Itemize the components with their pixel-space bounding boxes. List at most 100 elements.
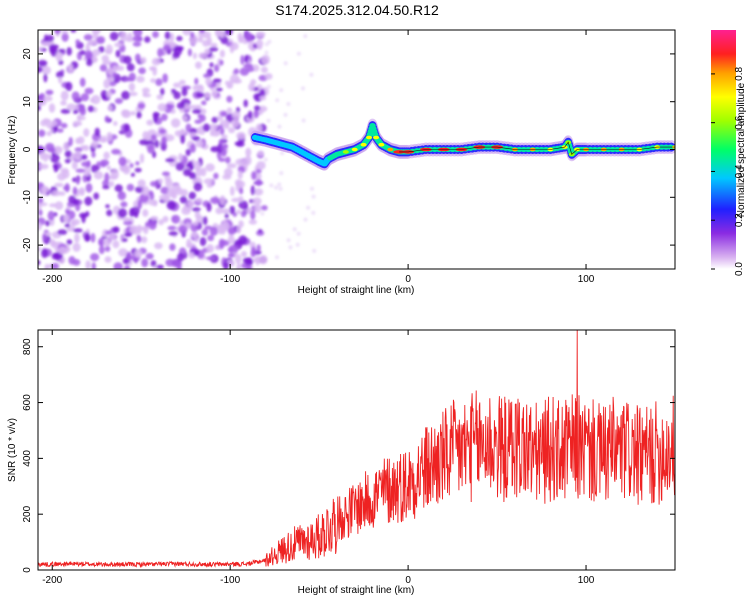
spectrogram-noise-blob xyxy=(144,36,151,43)
spectrogram-noise-blob xyxy=(179,79,186,85)
spectrogram-noise-blob xyxy=(108,181,115,187)
spectrogram-noise-blob xyxy=(81,213,86,224)
spectrogram-x-tick-label: -200 xyxy=(42,274,62,285)
spectrogram-noise-blob xyxy=(154,242,163,250)
spectrogram-noise-blob xyxy=(127,32,133,41)
spectrogram-noise-blob xyxy=(38,246,41,252)
spectrogram-noise-blob xyxy=(256,244,261,252)
spectrogram-noise-blob xyxy=(72,199,80,205)
spectrogram-noise-blob xyxy=(110,169,119,180)
spectrogram-noise-blob xyxy=(135,161,140,166)
spectrogram-noise-blob xyxy=(134,167,142,173)
colorbar-ticks: 0.0 0.2 0.4 0.6 0.8 xyxy=(711,67,745,276)
spectrogram-noise-blob xyxy=(112,240,120,249)
spectrogram-noise-blob xyxy=(187,48,192,57)
spectrogram-noise-blob xyxy=(50,124,55,133)
spectrogram-noise-blob xyxy=(123,123,130,132)
spectrogram-noise-blob xyxy=(91,30,101,35)
spectrogram-noise-blob xyxy=(40,185,49,194)
spectrogram-noise-blob xyxy=(162,73,168,83)
spectrogram-noise-blob xyxy=(132,41,142,47)
spectrogram-noise-blob xyxy=(288,245,293,250)
spectrogram-noise-blob xyxy=(136,75,145,83)
spectrogram-noise-blob xyxy=(166,201,177,210)
spectrogram-noise-blob xyxy=(208,124,219,131)
spectrogram-noise-blob xyxy=(217,143,223,154)
spectrogram-noise-blob xyxy=(244,54,249,64)
spectrogram-noise-blob xyxy=(296,231,301,236)
spectrogram-noise-blob xyxy=(185,123,192,133)
spectrogram-noise-blob xyxy=(279,88,284,93)
spectrogram-noise-blob xyxy=(201,100,207,106)
spectrogram-noise-blob xyxy=(193,182,203,192)
spectrogram-noise-blob xyxy=(250,210,256,220)
spectrogram-noise-blob xyxy=(205,256,216,261)
spectrogram-noise-blob xyxy=(219,30,225,39)
spectrogram-noise-blob xyxy=(72,242,81,252)
spectrogram-noise-blob xyxy=(311,210,316,215)
colorbar-tick-label: 0.2 xyxy=(734,213,745,227)
spectrogram-noise-blob xyxy=(73,228,83,233)
spectrogram-noise-blob xyxy=(164,103,175,110)
spectrogram-noise-blob xyxy=(213,64,220,73)
spectrogram-noise-blob xyxy=(117,208,127,218)
spectrogram-noise-blob xyxy=(101,55,110,62)
spectrogram-noise-blob xyxy=(91,140,99,148)
colorbar: 0.0 0.2 0.4 0.6 0.8 Normalized spectral ampl… xyxy=(711,30,747,276)
spectrogram-noise-blob xyxy=(173,82,181,88)
spectrogram-noise-blob xyxy=(132,35,142,42)
spectrogram-noise-blob xyxy=(142,209,149,217)
spectrogram-noise-blob xyxy=(219,59,224,66)
spectrogram-noise-blob xyxy=(250,185,255,196)
spectrogram-noise-blob xyxy=(182,115,188,121)
spectrogram-noise-blob xyxy=(220,36,229,45)
spectrogram-noise-blob xyxy=(237,32,243,41)
spectrogram-noise-blob xyxy=(118,156,127,167)
spectrogram-noise-blob xyxy=(266,84,271,89)
spectrogram-noise-blob xyxy=(218,238,225,248)
spectrogram-noise-blob xyxy=(150,260,157,267)
spectrogram-noise-blob xyxy=(142,131,150,140)
spectrogram-noise-blob xyxy=(192,221,199,226)
spectrogram-noise-blob xyxy=(248,219,258,225)
spectrogram-noise-blob xyxy=(223,167,233,177)
spectrogram-noise-blob xyxy=(206,202,212,212)
spectrogram-noise-blob xyxy=(103,79,111,89)
spectrogram-noise-blob xyxy=(162,215,169,223)
spectrogram-noise-blob xyxy=(211,90,218,97)
spectrogram-noise-blob xyxy=(185,222,191,230)
spectrogram-noise-blob xyxy=(189,143,196,153)
spectrogram-noise-blob xyxy=(183,169,192,177)
spectrogram-noise-blob xyxy=(58,48,66,53)
spectrogram-noise-blob xyxy=(222,221,230,232)
spectrogram-noise-blob xyxy=(214,30,221,37)
spectrogram-noise-blob xyxy=(85,211,90,217)
spectrogram-noise-blob xyxy=(123,220,133,226)
spectrogram-noise-blob xyxy=(173,91,181,100)
spectrogram-noise-blob xyxy=(210,42,218,49)
spectrogram-noise-blob xyxy=(154,139,160,148)
signal-hotspot xyxy=(360,142,367,147)
spectrogram-noise-blob xyxy=(251,246,256,254)
spectrogram-noise-blob xyxy=(153,199,158,207)
spectrogram-noise-blob xyxy=(117,191,127,201)
spectrogram-noise-blob xyxy=(167,225,177,231)
spectrogram-noise-blob xyxy=(70,30,77,33)
spectrogram-noise-blob xyxy=(236,262,242,269)
spectrogram-noise-blob xyxy=(85,260,91,269)
spectrogram-noise-blob xyxy=(107,76,115,81)
spectrogram-noise-blob xyxy=(48,103,56,113)
spectrogram-noise-blob xyxy=(176,102,185,110)
spectrogram-noise-blob xyxy=(155,78,163,86)
snr-x-ticks: -200 -100 0 100 xyxy=(42,330,595,586)
spectrogram-noise-blob xyxy=(164,31,171,40)
spectrogram-noise-blob xyxy=(259,88,266,98)
spectrogram-noise-blob xyxy=(101,135,107,143)
spectrogram-noise-blob xyxy=(114,42,123,48)
spectrogram-noise-blob xyxy=(42,233,47,241)
spectrogram-noise-blob xyxy=(102,60,112,66)
spectrogram-noise-blob xyxy=(107,104,113,112)
spectrogram-noise-blob xyxy=(224,213,229,219)
spectrogram-noise-blob xyxy=(91,57,98,63)
spectrogram-noise-blob xyxy=(158,178,163,184)
